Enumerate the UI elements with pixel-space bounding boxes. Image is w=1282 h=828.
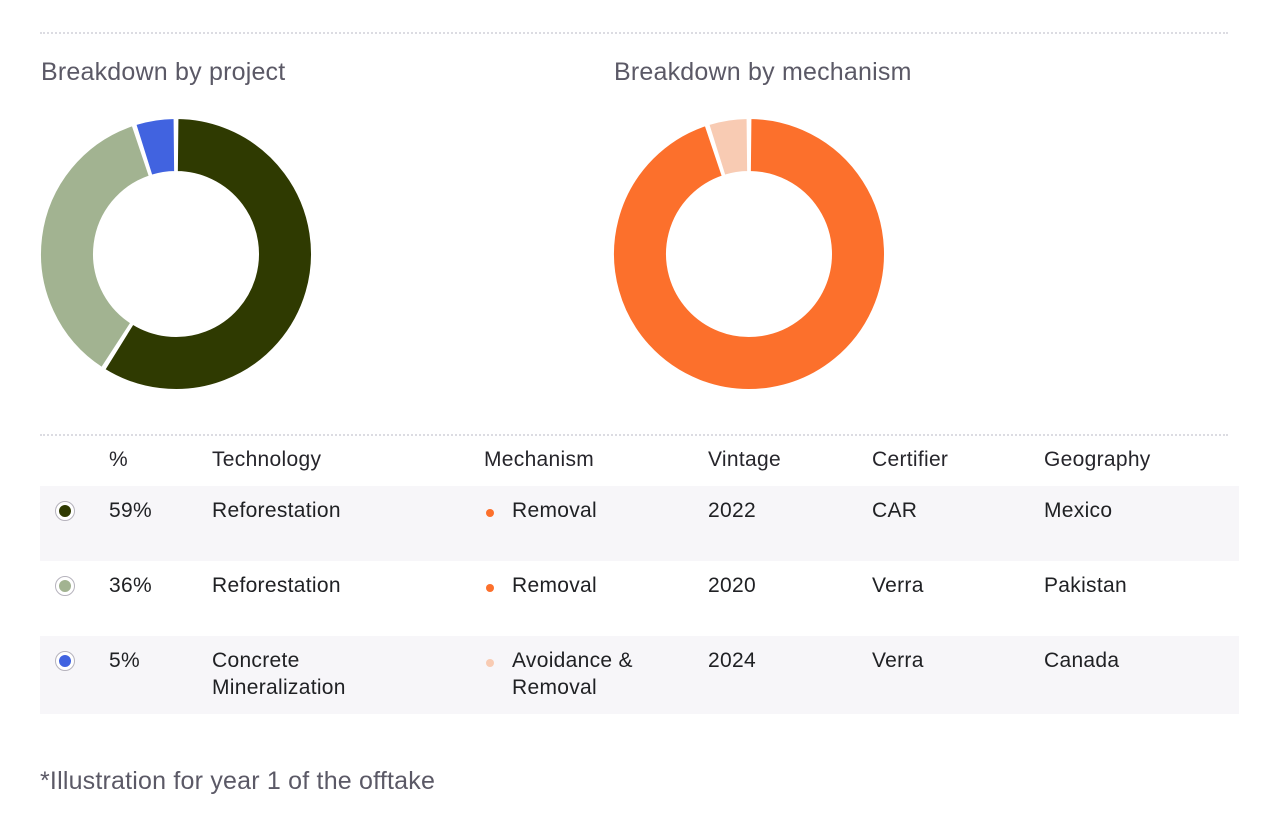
row-vintage: 2020 <box>708 574 756 597</box>
row-geography: Canada <box>1044 649 1120 672</box>
row-certifier: CAR <box>872 499 918 522</box>
row-technology: Concrete Mineralization <box>212 649 346 699</box>
project-chart-title: Breakdown by project <box>41 58 286 86</box>
header-geography: Geography <box>1044 448 1151 471</box>
table-divider <box>40 434 1228 436</box>
project-color-swatch <box>57 653 73 669</box>
header-percent: % <box>109 448 128 471</box>
row-technology: Reforestation <box>212 499 341 522</box>
row-geography: Pakistan <box>1044 574 1127 597</box>
row-mechanism: Avoidance & Removal <box>512 649 633 699</box>
header-mechanism: Mechanism <box>484 448 595 471</box>
project-color-indicator <box>55 576 75 596</box>
table-row: 5% Concrete Mineralization Avoidance & R… <box>40 636 1239 714</box>
header-certifier: Certifier <box>872 448 949 471</box>
project-color-swatch <box>57 578 73 594</box>
row-mechanism: Removal <box>512 499 597 522</box>
row-percent: 36% <box>109 574 152 597</box>
mechanism-slice-1 <box>612 117 886 391</box>
row-vintage: 2022 <box>708 499 756 522</box>
row-technology: Reforestation <box>212 574 341 597</box>
header-technology: Technology <box>212 448 322 471</box>
table-row: 36% Reforestation Removal 2020 Verra Pak… <box>40 561 1239 636</box>
row-geography: Mexico <box>1044 499 1113 522</box>
mechanism-slice-2 <box>707 117 750 177</box>
mechanism-dot-icon <box>486 572 494 599</box>
row-certifier: Verra <box>872 574 924 597</box>
project-slice-2 <box>39 124 151 370</box>
project-donut-chart <box>39 117 314 391</box>
top-divider <box>40 32 1228 34</box>
mechanism-dot-icon <box>486 647 494 674</box>
mechanism-dot-icon <box>486 497 494 524</box>
breakdown-table: % Technology Mechanism Vintage Certifier… <box>40 438 1239 714</box>
table-header: % Technology Mechanism Vintage Certifier… <box>40 438 1239 486</box>
project-slice-1 <box>103 117 314 391</box>
row-certifier: Verra <box>872 649 924 672</box>
project-color-swatch <box>57 503 73 519</box>
row-mechanism: Removal <box>512 574 597 597</box>
header-vintage: Vintage <box>708 448 781 471</box>
row-percent: 5% <box>109 649 140 672</box>
row-percent: 59% <box>109 499 152 522</box>
project-color-indicator <box>55 501 75 521</box>
mechanism-chart-title: Breakdown by mechanism <box>614 58 912 86</box>
mechanism-donut-chart <box>612 117 886 391</box>
project-color-indicator <box>55 651 75 671</box>
row-vintage: 2024 <box>708 649 756 672</box>
table-row: 59% Reforestation Removal 2022 CAR Mexic… <box>40 486 1239 561</box>
project-slice-3 <box>134 117 177 177</box>
footnote: *Illustration for year 1 of the offtake <box>40 767 436 795</box>
